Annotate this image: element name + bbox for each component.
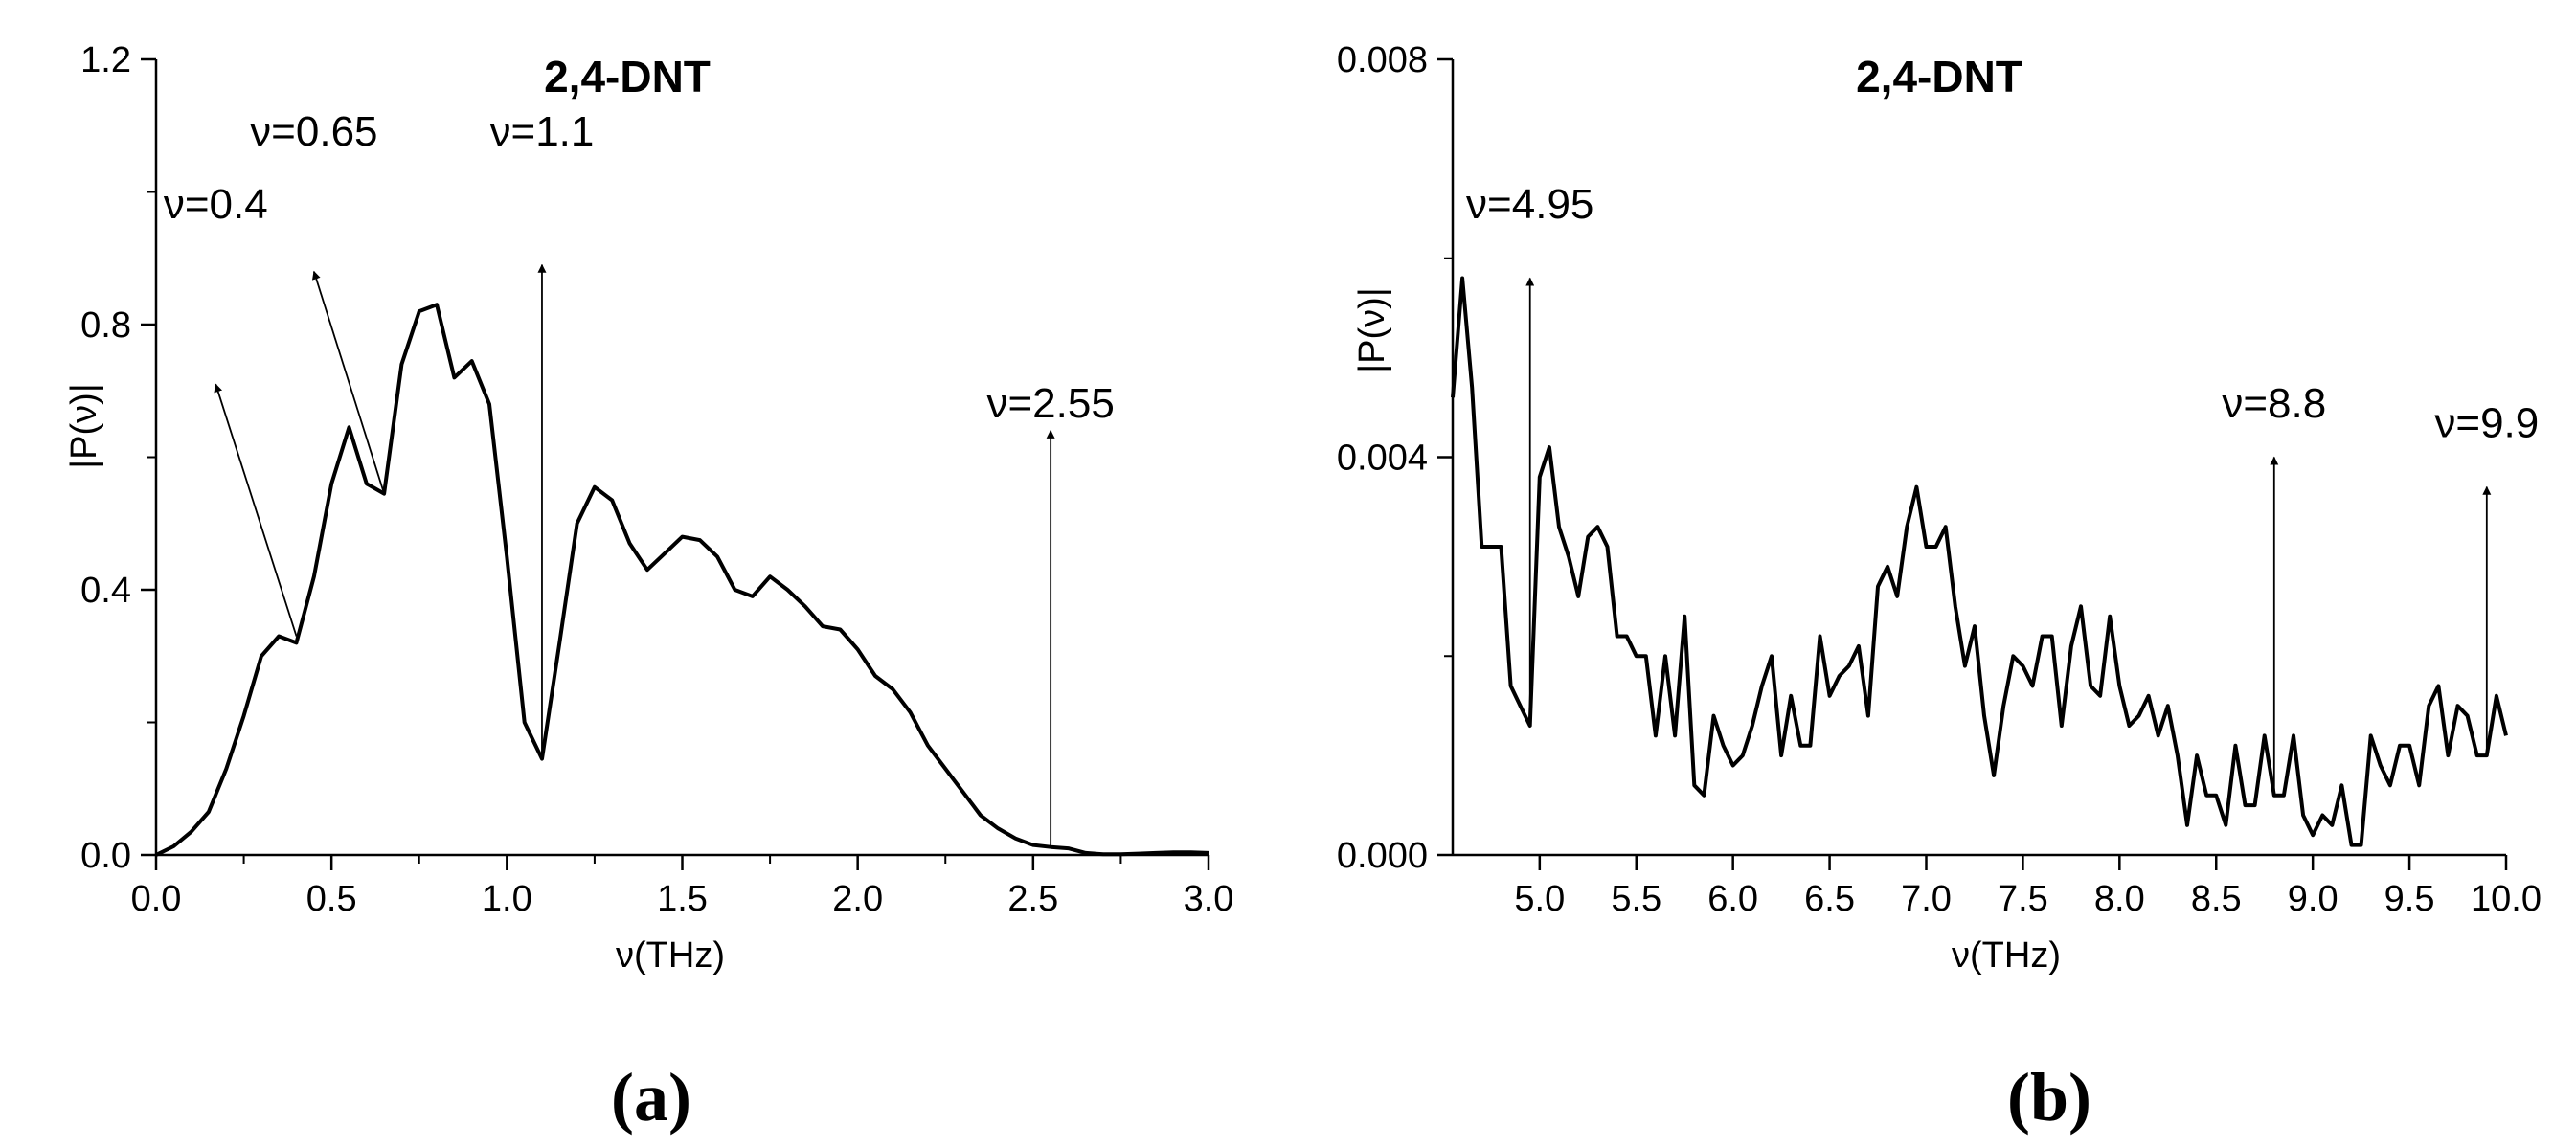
y-tick-label: 0.008: [1337, 40, 1428, 80]
annotation-label: ν=9.9: [2434, 400, 2539, 447]
x-tick-label: 5.5: [1611, 879, 1661, 919]
annotation-label: ν=4.95: [1466, 181, 1593, 228]
y-tick-label: 0.8: [80, 305, 131, 346]
y-tick-label: 0.4: [80, 571, 131, 611]
x-tick-label: 6.5: [1804, 879, 1855, 919]
x-tick-label: 1.0: [482, 879, 532, 919]
y-axis-label: |P(ν)|: [1352, 287, 1392, 372]
x-tick-label: 9.0: [2288, 879, 2339, 919]
annotation-label: ν=8.8: [2222, 380, 2326, 427]
x-axis-label: ν(THz): [616, 935, 725, 976]
annotation-label: ν=2.55: [986, 380, 1114, 427]
series-line: [1451, 276, 2508, 847]
x-tick-label: 2.0: [832, 879, 883, 919]
x-tick-label: 7.5: [1998, 879, 2048, 919]
y-axis-label: |P(ν)|: [64, 383, 104, 468]
x-tick-label: 8.5: [2191, 879, 2242, 919]
annotation-label: ν=0.4: [164, 181, 268, 228]
x-tick-label: 8.0: [2094, 879, 2145, 919]
annotation-label: ν=0.65: [250, 108, 377, 155]
annotation-arrow: [311, 270, 385, 494]
x-tick-label: 10.0: [2471, 879, 2542, 919]
x-tick-label: 6.0: [1707, 879, 1758, 919]
x-axis-label: ν(THz): [1952, 935, 2061, 976]
chart-title: 2,4-DNT: [1856, 52, 2022, 101]
chart-panel-b: 2,4-DNT ν(THz) |P(ν)| (b) 5.0 5.5 6.0 6.5 7.…: [1337, 40, 2542, 1136]
x-tick-label: 0.0: [131, 879, 182, 919]
chart-panel-a: 2,4-DNT ν(THz) |P(ν)| (a) 0.0 0.5 1.0 1.5 2.…: [64, 40, 1233, 1136]
x-tick-label: 5.0: [1514, 879, 1565, 919]
x-tick-label: 3.0: [1184, 879, 1234, 919]
chart-title: 2,4-DNT: [544, 52, 711, 101]
panel-label: (b): [2007, 1059, 2091, 1136]
x-tick-label: 2.5: [1007, 879, 1058, 919]
y-tick-label: 0.0: [80, 836, 131, 876]
annotation-label: ν=1.1: [490, 108, 595, 155]
annotation-arrow: [214, 383, 298, 637]
x-tick-label: 7.0: [1901, 879, 1952, 919]
x-tick-label: 0.5: [306, 879, 357, 919]
y-tick-label: 0.000: [1337, 836, 1428, 876]
y-tick-label: 0.004: [1337, 439, 1428, 479]
x-tick-label: 1.5: [657, 879, 708, 919]
x-tick-label: 9.5: [2384, 879, 2435, 919]
panel-label: (a): [611, 1059, 691, 1136]
y-tick-label: 1.2: [80, 40, 131, 80]
series-line: [155, 303, 1209, 857]
